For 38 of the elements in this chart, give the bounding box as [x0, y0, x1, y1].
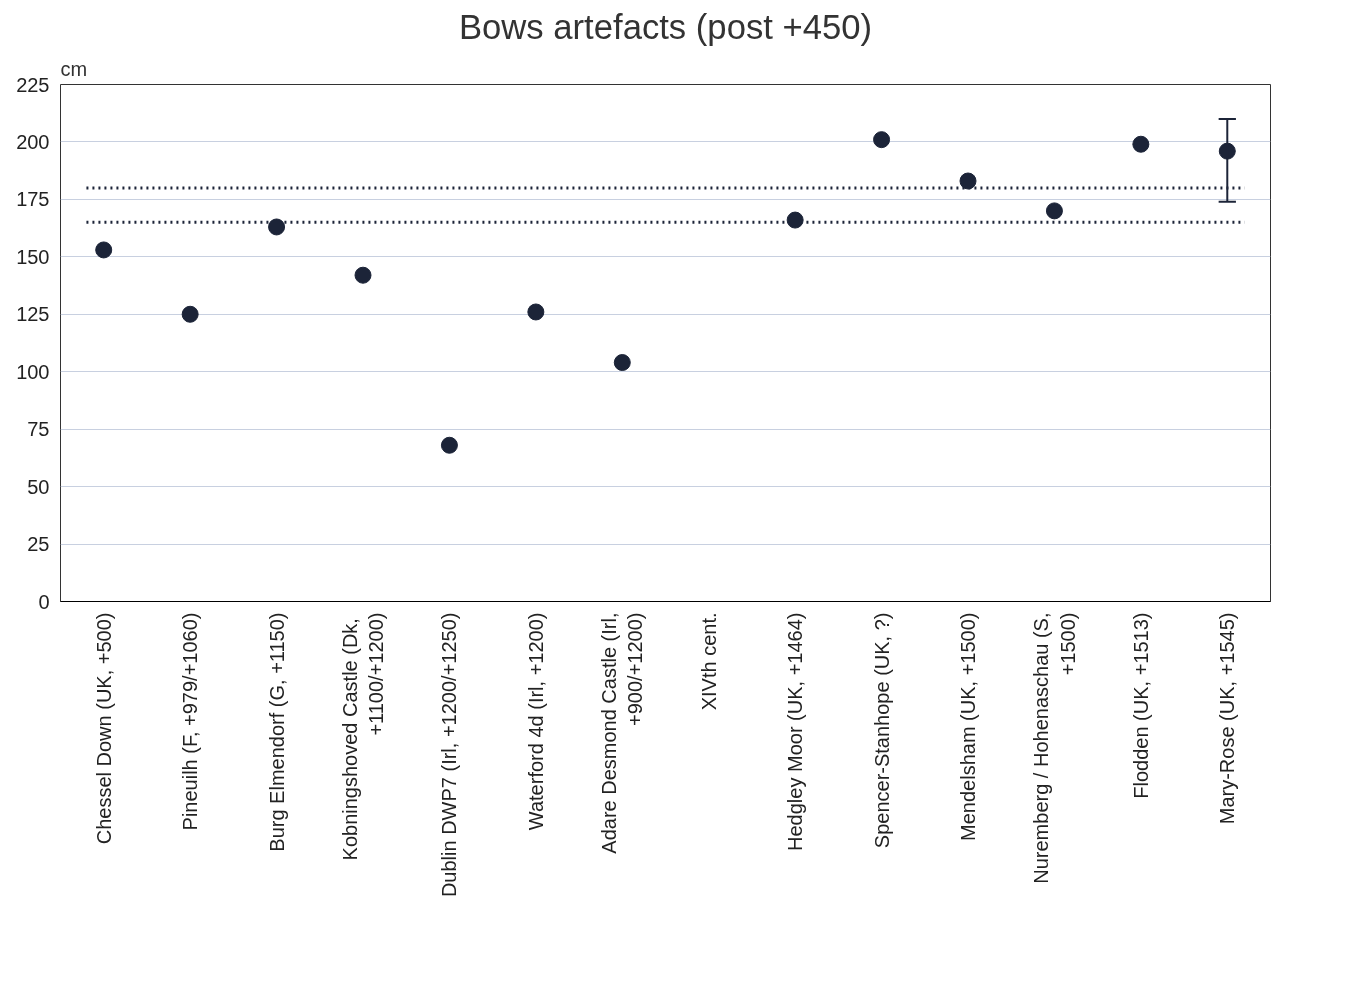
point — [95, 241, 113, 259]
x-tick-label: Pineuilh (F, +979/+1060) — [179, 612, 202, 831]
point — [613, 354, 631, 372]
x-tick-label: Adare Desmond Castle (Irl, +900/+1200) — [598, 612, 647, 854]
point — [1045, 202, 1063, 220]
x-tick-label: Spencer-Stanhope (UK, ?) — [870, 612, 893, 849]
point — [354, 266, 372, 284]
point — [527, 303, 545, 321]
y-axis-title: cm — [60, 57, 88, 80]
x-tick-label: Dublin DWP7 (Irl, +1200/+1250) — [438, 612, 461, 898]
point — [268, 218, 286, 236]
point — [959, 172, 977, 190]
x-tick-label: Kobningshoved Castle (Dk, +1100/+1200) — [338, 612, 388, 861]
y-tick-label: 150 — [16, 245, 50, 268]
y-tick-label: 25 — [27, 533, 50, 556]
point — [873, 131, 891, 149]
point — [786, 211, 804, 229]
y-tick-label: 100 — [16, 360, 50, 383]
x-tick-label: Burg Elmendorf (G, +1150) — [265, 612, 288, 852]
y-tick-label: 175 — [16, 188, 50, 211]
point — [440, 436, 458, 454]
y-tick-label: 75 — [27, 418, 50, 441]
point — [181, 305, 199, 323]
x-tick-label: Mary-Rose (UK, +1545) — [1216, 612, 1239, 825]
chart-title: Bows artefacts (post +450) — [458, 7, 873, 46]
y-tick-label: 50 — [27, 475, 50, 498]
y-tick-label: 125 — [16, 303, 50, 326]
x-tick-label: XIVth cent. — [697, 612, 720, 711]
y-tick-label: 200 — [16, 130, 50, 153]
x-tick-label: Flodden (UK, +1513) — [1129, 612, 1152, 799]
x-tick-label: Hedgley Moor (UK, +1464) — [784, 612, 807, 851]
y-tick-label: 0 — [38, 590, 50, 613]
y-tick-label: 225 — [16, 73, 50, 96]
x-tick-label: Chessel Down (UK, +500) — [92, 612, 115, 845]
point — [1132, 135, 1150, 153]
x-tick-label: Mendelsham (UK, +1500) — [957, 612, 979, 841]
x-tick-label: Nuremberg / Hohenaschau (S, +1500) — [1030, 612, 1079, 884]
x-tick-label: Waterford 4d (Irl, +1200) — [524, 612, 547, 831]
